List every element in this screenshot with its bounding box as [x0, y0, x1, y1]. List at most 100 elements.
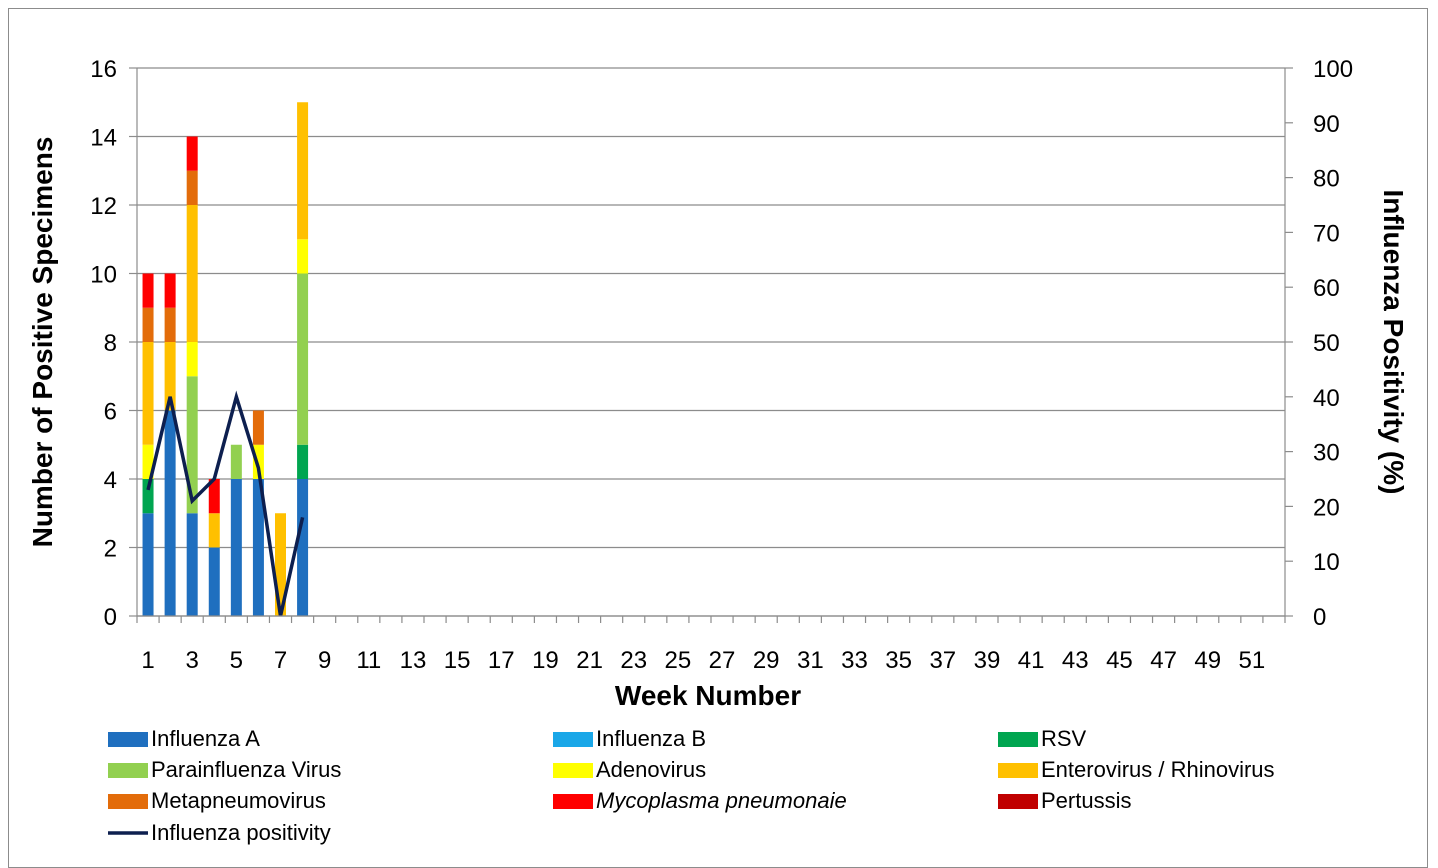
legend-swatch — [108, 732, 148, 747]
x-tick-label: 43 — [1062, 647, 1089, 674]
y2-tick-label: 100 — [1313, 56, 1353, 83]
x-axis-title: Week Number — [615, 680, 801, 711]
x-tick-label: 47 — [1150, 647, 1177, 674]
bar-segment — [208, 547, 220, 616]
y-tick-label: 14 — [90, 125, 117, 152]
x-tick-label: 51 — [1239, 647, 1266, 674]
bars — [142, 102, 309, 616]
x-tick-label: 29 — [753, 647, 780, 674]
x-tick-label: 9 — [318, 647, 331, 674]
x-tick-label: 41 — [1018, 647, 1045, 674]
bar-segment — [186, 136, 198, 171]
legend-label: Adenovirus — [596, 757, 706, 782]
bar-segment — [142, 479, 154, 514]
y2-tick-label: 50 — [1313, 330, 1340, 357]
legend-swatch — [553, 763, 593, 778]
bar-segment — [230, 479, 242, 616]
y2-tick-label: 40 — [1313, 385, 1340, 412]
bar-segment — [164, 273, 176, 308]
bar-segment — [252, 444, 264, 479]
x-tick-label: 39 — [974, 647, 1001, 674]
legend-swatch — [998, 794, 1038, 809]
x-tick-label: 15 — [444, 647, 471, 674]
x-tick-label: 23 — [620, 647, 647, 674]
y-tick-label: 0 — [104, 604, 117, 631]
x-tick-label: 11 — [356, 647, 381, 674]
legend-label: Influenza B — [596, 726, 706, 751]
legend-label: Mycoplasma pneumonaie — [596, 788, 847, 813]
bar-segment — [142, 273, 154, 308]
bar-segment — [164, 410, 176, 616]
legend-swatch — [553, 732, 593, 747]
bar-segment — [186, 342, 198, 377]
y2-axis-title: Influenza Positivity (%) — [1378, 190, 1409, 495]
y-tick-label: 12 — [90, 193, 117, 220]
legend-label: Influenza A — [151, 726, 260, 751]
y2-tick-label: 30 — [1313, 440, 1340, 467]
legend-swatch — [998, 763, 1038, 778]
bar-segment — [186, 205, 198, 342]
x-tick-label: 13 — [400, 647, 427, 674]
x-tick-label: 37 — [929, 647, 956, 674]
bar-segment — [297, 273, 309, 445]
y2-tick-label: 20 — [1313, 494, 1340, 521]
y-axis-title: Number of Positive Specimens — [27, 137, 58, 548]
x-tick-label: 25 — [665, 647, 692, 674]
bar-segment — [275, 513, 286, 616]
legend-label: Enterovirus / Rhinovirus — [1041, 757, 1275, 782]
bar-segment — [208, 479, 220, 514]
bar-segment — [164, 342, 176, 411]
y2-tick-label: 60 — [1313, 275, 1340, 302]
legend-swatch — [108, 763, 148, 778]
bar-segment — [142, 444, 154, 479]
y2-tick-label: 0 — [1313, 604, 1326, 631]
x-tick-label: 5 — [230, 647, 243, 674]
y2-tick-label: 10 — [1313, 549, 1340, 576]
bar-segment — [208, 513, 220, 548]
legend-label: Influenza positivity — [151, 820, 331, 845]
y-tick-label: 10 — [90, 262, 117, 289]
x-tick-label: 35 — [885, 647, 912, 674]
bar-segment — [186, 513, 198, 616]
x-tick-label: 21 — [576, 647, 603, 674]
legend-swatch — [553, 794, 593, 809]
y2-tick-label: 70 — [1313, 220, 1340, 247]
bar-segment — [186, 170, 198, 205]
bar-segment — [142, 342, 154, 445]
x-tick-label: 27 — [709, 647, 736, 674]
bar-segment — [164, 307, 176, 342]
legend: Influenza A Influenza B RSV Parainfluenza V… — [108, 726, 1275, 845]
legend-label: Pertussis — [1041, 788, 1131, 813]
y2-tick-label: 90 — [1313, 111, 1340, 138]
bar-segment — [252, 479, 264, 616]
bar-segment — [230, 444, 242, 479]
y-tick-label: 16 — [90, 56, 117, 83]
line-path — [146, 390, 305, 617]
bar-segment — [297, 444, 309, 479]
bar-segment — [297, 479, 309, 616]
legend-label: Metapneumovirus — [151, 788, 326, 813]
gridlines — [137, 67, 1285, 617]
y-tick-label: 2 — [104, 536, 117, 563]
legend-label: RSV — [1041, 726, 1087, 751]
legend-swatch — [108, 794, 148, 809]
influenza-positivity-line — [146, 390, 305, 617]
bar-segment — [297, 239, 309, 274]
x-tick-label: 17 — [488, 647, 515, 674]
x-tick-label: 45 — [1106, 647, 1133, 674]
x-tick-label: 19 — [532, 647, 559, 674]
x-tick-label: 3 — [186, 647, 199, 674]
x-tick-label: 49 — [1194, 647, 1221, 674]
bar-segment — [142, 307, 154, 342]
bar-segment — [252, 410, 264, 445]
y2-tick-label: 80 — [1313, 166, 1340, 193]
legend-swatch — [998, 732, 1038, 747]
x-tick-label: 33 — [841, 647, 868, 674]
bar-segment — [297, 102, 309, 240]
bar-segment — [142, 513, 154, 616]
x-tick-label: 1 — [141, 647, 154, 674]
y-tick-label: 6 — [104, 399, 117, 426]
legend-label: Parainfluenza Virus — [151, 757, 341, 782]
